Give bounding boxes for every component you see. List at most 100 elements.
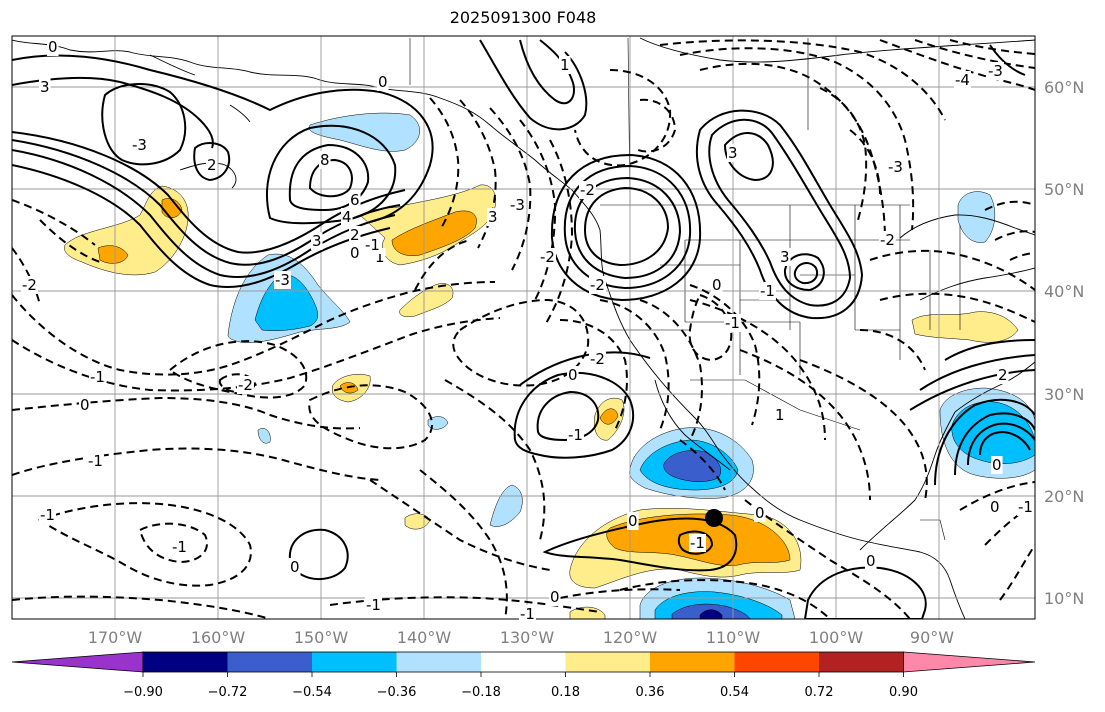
- contour-label: 3: [40, 78, 50, 96]
- lon-label: 90°W: [910, 628, 954, 647]
- colorbar-tick-label: −0.36: [377, 685, 417, 700]
- contour-label: -1: [690, 534, 705, 552]
- contour-label: -1: [760, 282, 775, 300]
- contour-label: 0: [350, 244, 360, 262]
- contour-label: 0: [48, 38, 58, 56]
- lat-label: 50°N: [1044, 180, 1084, 199]
- colorbar-segment: [734, 652, 819, 672]
- contour-label: -3: [988, 62, 1003, 80]
- contour-label: -2: [590, 276, 605, 294]
- colorbar-tick-label: 0.36: [636, 685, 665, 700]
- negative-anomaly-area: [699, 609, 723, 619]
- longitude-labels: 170°W 160°W 150°W 140°W 130°W 120°W 110°…: [88, 628, 954, 647]
- colorbar-tick-label: 0.90: [889, 685, 918, 700]
- contour-label-halo: [341, 208, 353, 226]
- contour-label: 0: [290, 558, 300, 576]
- contour-label-halo: [539, 248, 556, 266]
- contour-label: -2: [22, 276, 37, 294]
- contour-label-halo: [559, 56, 571, 74]
- contour-label-halo: [589, 350, 606, 368]
- positive-anomaly-area: [599, 408, 619, 425]
- contour-label: 3: [488, 208, 498, 226]
- contour-label-halo: [779, 248, 791, 266]
- contour-label-halo: [319, 151, 331, 169]
- colorbar-tick-label: −0.18: [461, 685, 501, 700]
- contour-label: -1: [725, 314, 740, 332]
- contour-label-halo: [759, 282, 776, 300]
- contour-label-halo: [774, 406, 786, 424]
- contour-label-halo: [47, 38, 59, 56]
- contour-label-halo: [627, 512, 639, 530]
- contour-label: -2: [238, 376, 253, 394]
- contour-label-halo: [349, 191, 361, 209]
- contour-label-halo: [206, 156, 218, 174]
- contour-label-halo: [39, 506, 56, 524]
- contour-label: -3: [275, 271, 290, 289]
- contour-label: -1: [88, 452, 103, 470]
- lon-label: 130°W: [500, 628, 555, 647]
- contour-label: -3: [510, 196, 525, 214]
- contour-label: -2: [880, 231, 895, 249]
- contour-label: -1: [1018, 498, 1033, 516]
- colorbar-tick-labels: −0.90 −0.72 −0.54 −0.36 −0.18 0.18 0.36 …: [123, 685, 918, 700]
- latitude-labels: 60°N 50°N 40°N 30°N 20°N 10°N: [1044, 78, 1084, 608]
- contour-label: 3: [728, 144, 738, 162]
- contour-label: -2: [580, 181, 595, 199]
- colorbar-segment: [819, 652, 904, 672]
- colorbar-segment: [565, 652, 650, 672]
- contour-label: 0: [378, 73, 388, 91]
- contour-label-halo: [954, 71, 971, 89]
- contour-label: 2: [998, 366, 1008, 384]
- contour-label-halo: [237, 376, 254, 394]
- contour-label: -3: [888, 158, 903, 176]
- negative-anomaly-area: [489, 484, 523, 527]
- contour-label-halo: [89, 368, 106, 386]
- contour-label-halo: [349, 244, 361, 262]
- negative-anomaly-area: [254, 274, 318, 332]
- colorbar-segment: [143, 652, 228, 672]
- contour-label: -1: [90, 368, 105, 386]
- colorbar-right-arrow: [903, 651, 1036, 673]
- contour-label-halo: [21, 276, 38, 294]
- lon-label: 170°W: [88, 628, 143, 647]
- contour-label: -1: [365, 236, 380, 254]
- contour-label: -1: [568, 426, 583, 444]
- lon-label: 100°W: [809, 628, 864, 647]
- lat-label: 20°N: [1044, 487, 1084, 506]
- contour-label-halo: [887, 158, 904, 176]
- contour-label-halo: [987, 62, 1004, 80]
- lat-label: 60°N: [1044, 78, 1084, 97]
- colorbar-segment: [227, 652, 312, 672]
- contour-label-halo: [365, 596, 382, 614]
- contour-label: 0: [990, 498, 1000, 516]
- contour-label-halo: [79, 396, 91, 414]
- contour-label-halo: [1017, 498, 1034, 516]
- lon-label: 150°W: [294, 628, 349, 647]
- contour-label: -2: [590, 350, 605, 368]
- contour-label: 0: [712, 276, 722, 294]
- lat-label: 40°N: [1044, 282, 1084, 301]
- colorbar-left-arrow: [11, 651, 144, 673]
- political-borders: [409, 37, 961, 541]
- colorbar-tick-label: −0.72: [208, 685, 248, 700]
- contour-label-halo: [364, 236, 381, 254]
- colorbar-segment: [312, 652, 397, 672]
- contour-label: 3: [312, 232, 322, 250]
- colorbar-tick-label: −0.54: [292, 685, 332, 700]
- colorbar-tick-label: 0.72: [805, 685, 834, 700]
- location-marker[interactable]: [705, 509, 723, 527]
- positive-anomaly-area: [97, 245, 129, 264]
- contour-label-halo: [349, 226, 361, 244]
- contour-label-halo: [567, 426, 584, 444]
- contour-label-halo: [567, 366, 579, 384]
- graticule: [12, 36, 1035, 619]
- shaded-field: [64, 112, 1035, 619]
- colorbar-outline: [142, 651, 904, 673]
- contour-label-halo: [377, 73, 389, 91]
- contour-label: 6: [350, 191, 360, 209]
- contour-label-halo: [865, 552, 877, 570]
- positive-anomaly-area: [391, 210, 477, 256]
- negative-anomaly-area: [257, 428, 271, 444]
- contour-label-halo: [724, 314, 741, 332]
- lon-label: 110°W: [706, 628, 761, 647]
